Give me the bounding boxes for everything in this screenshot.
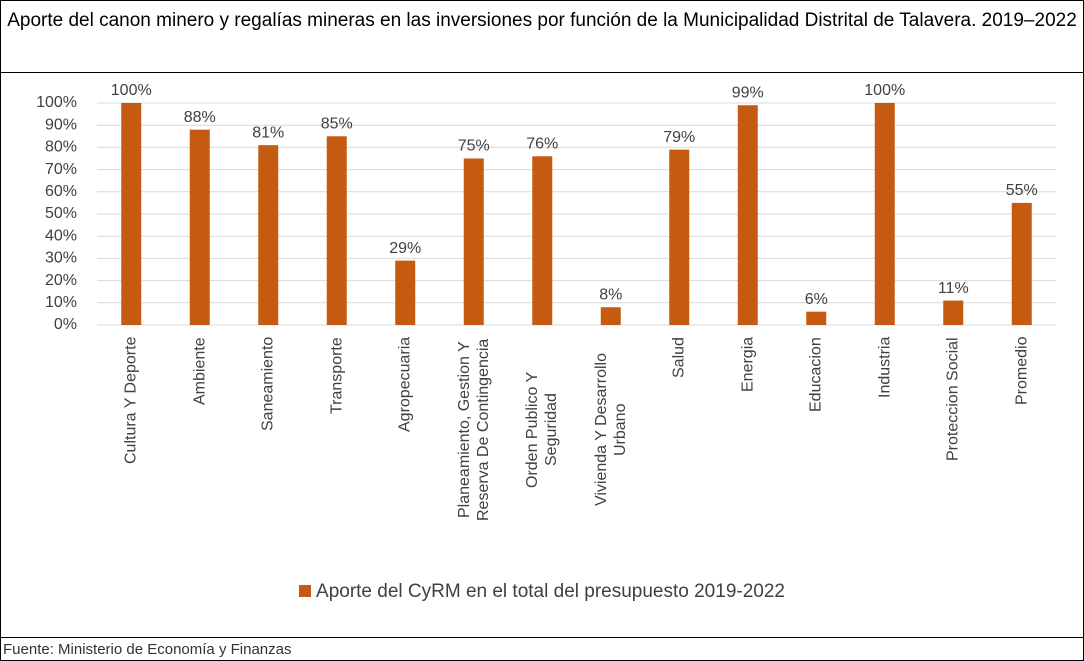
bar [874, 103, 895, 325]
y-tick-label: 60% [45, 183, 77, 200]
x-tick-label-box: Salud [670, 337, 689, 522]
data-label: 88% [184, 109, 216, 126]
legend-label: Aporte del CyRM en el total del presupue… [316, 581, 785, 602]
bar [532, 156, 553, 325]
y-tick-label: 50% [45, 205, 77, 222]
data-label: 99% [732, 84, 764, 101]
data-label: 100% [111, 82, 152, 99]
bar [395, 260, 416, 325]
x-tick-label: Agropecuaria [396, 337, 414, 433]
y-tick-label: 10% [45, 294, 77, 311]
x-tick-label: Proteccion Social [944, 337, 962, 461]
chart-title: Aporte del canon minero y regalías miner… [1, 1, 1083, 73]
data-label: 85% [321, 116, 353, 133]
x-tick-label-box: Cultura Y Deporte [122, 337, 141, 522]
data-label: 79% [663, 129, 695, 146]
x-tick-label: Planeamiento, Gestion Y Reserva De Conti… [455, 338, 492, 521]
x-tick-label-box: Ambiente [190, 337, 209, 522]
y-tick-label: 90% [45, 116, 77, 133]
x-tick-label-box: Saneamiento [259, 337, 278, 522]
bar [1011, 202, 1032, 325]
bar [943, 300, 964, 325]
data-label: 55% [1006, 182, 1038, 199]
y-tick-label: 20% [45, 272, 77, 289]
data-label: 8% [599, 286, 622, 303]
data-label: 6% [805, 291, 828, 308]
x-tick-label-box: Agropecuaria [396, 337, 415, 522]
y-tick-label: 0% [54, 316, 77, 333]
x-tick-label-box: Transporte [327, 337, 346, 522]
y-tick-label: 40% [45, 227, 77, 244]
x-tick-label: Saneamiento [259, 337, 277, 432]
y-tick-label: 70% [45, 161, 77, 178]
legend: Aporte del CyRM en el total del presupue… [1, 581, 1083, 603]
x-tick-label: Ambiente [191, 337, 209, 405]
bar [189, 129, 210, 325]
x-tick-label-box: Vivienda Y Desarrollo Urbano [592, 337, 630, 522]
x-tick-label-box: Planeamiento, Gestion Y Reserva De Conti… [455, 337, 493, 522]
bar [121, 103, 142, 325]
data-label: 11% [938, 280, 969, 297]
y-tick-label: 30% [45, 250, 77, 267]
x-tick-label-box: Orden Publico Y Seguridad [523, 337, 561, 522]
data-label: 100% [864, 82, 905, 99]
bar [258, 145, 279, 325]
x-tick-label: Educacion [807, 337, 825, 412]
x-tick-label-box: Proteccion Social [944, 337, 963, 522]
x-tick-label: Industria [876, 337, 894, 399]
legend-swatch [299, 585, 312, 597]
x-tick-label-box: Energia [738, 337, 757, 522]
chart: 0% 10% 20% 30% 40% 50% 60% 70% 80% 90% 100% 100% 88%… [36, 82, 1056, 333]
x-tick-label: Promedio [1013, 337, 1031, 406]
x-tick-label: Transporte [328, 337, 346, 414]
bar [463, 158, 484, 325]
data-label: 75% [458, 138, 490, 155]
x-tick-label: Orden Publico Y Seguridad [524, 371, 561, 488]
source: Fuente: Ministerio de Economía y Finanza… [1, 637, 1083, 660]
x-tick-label-box: Educacion [807, 337, 826, 522]
x-tick-label: Salud [670, 337, 688, 378]
bar [737, 105, 758, 325]
x-tick-label: Energia [739, 337, 757, 393]
x-tick-label-box: Promedio [1012, 337, 1031, 522]
bar [669, 149, 690, 325]
bar [326, 136, 347, 325]
data-label: 81% [252, 124, 284, 141]
x-tick-label-box: Industria [875, 337, 894, 522]
bar [600, 307, 621, 325]
x-tick-label: Cultura Y Deporte [122, 337, 140, 465]
bar [806, 311, 827, 325]
data-label: 76% [526, 135, 558, 152]
y-tick-label: 80% [45, 139, 77, 156]
y-tick-label: 100% [36, 94, 77, 111]
x-tick-label: Vivienda Y Desarrollo Urbano [592, 353, 629, 506]
data-label: 29% [389, 240, 421, 257]
